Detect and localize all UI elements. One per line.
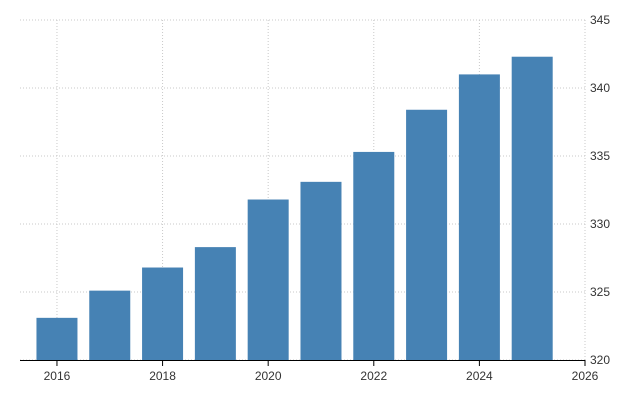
x-tick-label: 2026	[572, 369, 599, 383]
bar-2023	[406, 109, 448, 360]
y-tick-label: 340	[590, 81, 610, 95]
x-tick-label: 2018	[149, 369, 176, 383]
y-tick-label: 345	[590, 13, 610, 27]
bar-2022	[353, 151, 395, 360]
bar-2025	[511, 56, 553, 360]
bar-2016	[36, 317, 78, 360]
y-tick-label: 335	[590, 149, 610, 163]
bar-2021	[300, 181, 342, 360]
x-tick-label: 2016	[44, 369, 71, 383]
bar-2020	[247, 199, 289, 360]
y-tick-label: 325	[590, 285, 610, 299]
bars	[36, 56, 553, 361]
bar-2017	[89, 290, 131, 360]
x-axis-ticks: 2016 2018 2020 2022 2024 2026	[44, 360, 599, 383]
bar-2024	[458, 74, 500, 361]
x-tick-label: 2024	[466, 369, 493, 383]
x-tick-label: 2022	[360, 369, 387, 383]
bar-2018	[142, 267, 184, 360]
bar-2019	[194, 247, 236, 360]
y-tick-label: 330	[590, 217, 610, 231]
y-tick-label: 320	[590, 353, 610, 367]
y-axis-ticks: 320 325 330 335 340 345	[590, 13, 610, 367]
x-tick-label: 2020	[255, 369, 282, 383]
